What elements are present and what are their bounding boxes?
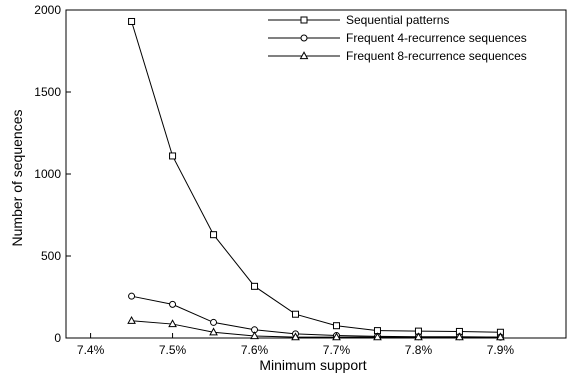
data-point	[332, 332, 341, 341]
data-point	[210, 318, 218, 326]
legend-marker	[300, 16, 308, 24]
legend-marker	[300, 34, 308, 42]
data-point	[250, 331, 259, 340]
data-point	[168, 319, 177, 328]
data-point	[128, 292, 136, 300]
data-point	[455, 332, 464, 341]
series-2	[128, 292, 504, 341]
legend-marker	[299, 51, 309, 60]
y-tick-label: 1000	[34, 167, 61, 181]
y-tick-label: 1500	[34, 85, 61, 99]
data-point	[292, 310, 300, 318]
x-tick-label: 7.9%	[487, 343, 515, 357]
data-point	[496, 332, 505, 341]
series-line	[131, 21, 501, 333]
data-point	[128, 17, 136, 25]
legend-entry: Sequential patterns	[268, 13, 449, 27]
series-1	[128, 17, 504, 336]
data-point	[251, 282, 259, 290]
y-axis: 0 500 1000 1500 2000	[34, 3, 71, 345]
legend-entry: Frequent 8-recurrence sequences	[268, 49, 527, 63]
data-point	[127, 315, 136, 324]
data-point	[332, 322, 340, 330]
x-tick-label: 7.5%	[159, 343, 187, 357]
legend-label: Frequent 8-recurrence sequences	[346, 49, 527, 63]
data-point	[414, 332, 423, 341]
data-point	[169, 152, 177, 160]
data-point	[373, 332, 382, 341]
x-tick-label: 7.4%	[77, 343, 105, 357]
legend-label: Sequential patterns	[346, 13, 449, 27]
x-tick-label: 7.8%	[405, 343, 433, 357]
y-tick-label: 2000	[34, 3, 61, 17]
series-3	[127, 315, 505, 341]
x-axis-title: Minimum support	[259, 357, 366, 373]
data-point	[209, 327, 218, 336]
x-tick-label: 7.7%	[323, 343, 351, 357]
legend: Sequential patterns Frequent 4-recurrence…	[268, 13, 527, 63]
x-tick-label: 7.6%	[241, 343, 269, 357]
data-point	[291, 332, 300, 341]
legend-entry: Frequent 4-recurrence sequences	[268, 31, 527, 45]
data-point	[169, 300, 177, 308]
series-line	[131, 320, 501, 338]
y-axis-title: Number of sequences	[9, 110, 25, 247]
series-layer	[127, 17, 505, 341]
y-tick-label: 0	[54, 331, 61, 345]
data-point	[210, 231, 218, 239]
legend-label: Frequent 4-recurrence sequences	[346, 31, 527, 45]
y-tick-label: 500	[41, 249, 61, 263]
